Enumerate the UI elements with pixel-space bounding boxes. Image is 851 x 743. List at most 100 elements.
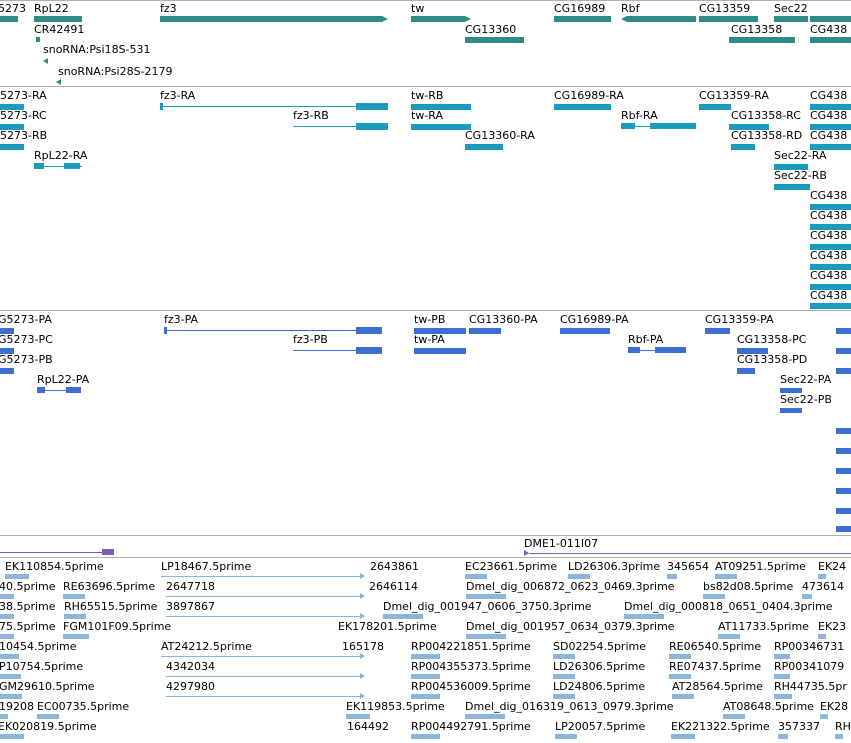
protein-exon[interactable] — [469, 328, 501, 334]
protein-exon[interactable] — [37, 387, 45, 393]
est-bar[interactable] — [703, 594, 726, 599]
protein-label[interactable]: CG13358-PC — [737, 333, 807, 346]
est-label[interactable]: SD02254.5prime — [553, 640, 646, 653]
protein-exon[interactable] — [836, 468, 851, 474]
clone-label[interactable]: DME1-011I07 — [524, 537, 599, 550]
gene-label[interactable]: tw — [411, 2, 425, 15]
gene-bar[interactable] — [465, 37, 524, 43]
protein-exon[interactable] — [705, 328, 730, 334]
protein-exon[interactable] — [414, 348, 466, 354]
transcript-label[interactable]: Sec22-RB — [774, 169, 827, 182]
est-label[interactable]: EC23661.5prime — [465, 560, 558, 573]
protein-label[interactable]: Rbf-PA — [628, 333, 664, 346]
est-bar[interactable] — [0, 734, 24, 739]
gene-bar[interactable] — [810, 37, 851, 43]
gene-label[interactable]: CG13358 — [731, 23, 783, 36]
est-bar[interactable] — [64, 614, 87, 619]
est-bar[interactable] — [0, 594, 15, 599]
transcript-exon[interactable] — [729, 124, 769, 130]
est-bar[interactable] — [466, 594, 506, 599]
transcript-exon[interactable] — [650, 123, 696, 129]
gene-bar[interactable] — [729, 37, 795, 43]
protein-label[interactable]: CG13359-PA — [705, 313, 774, 326]
transcript-bar[interactable] — [0, 124, 24, 130]
transcript-exon[interactable] — [356, 123, 388, 130]
est-label[interactable]: RH44735.5pr — [774, 680, 847, 693]
est-span-line[interactable] — [166, 616, 362, 617]
protein-exon[interactable] — [560, 328, 610, 334]
est-bar[interactable] — [411, 674, 440, 679]
est-bar[interactable] — [0, 634, 15, 639]
transcript-exon[interactable] — [810, 204, 851, 210]
gene-bar[interactable] — [810, 16, 851, 22]
est-label[interactable]: 345654 — [667, 560, 709, 573]
est-bar[interactable] — [0, 694, 23, 699]
est-label[interactable]: FGM101F09.5prime — [63, 620, 172, 633]
transcript-exon[interactable] — [810, 224, 851, 230]
est-label[interactable]: EK24 — [818, 560, 847, 573]
est-span-line[interactable] — [166, 696, 362, 697]
est-label[interactable]: 164492 — [347, 720, 389, 733]
est-bar[interactable] — [672, 694, 695, 699]
est-label[interactable]: 3897867 — [166, 600, 215, 613]
est-label[interactable]: EK23 — [818, 620, 847, 633]
est-span-line[interactable] — [166, 676, 362, 677]
protein-label[interactable]: CG13358-PD — [737, 353, 808, 366]
transcript-label[interactable]: CG13358-RC — [731, 109, 801, 122]
est-bar[interactable] — [718, 634, 741, 639]
protein-bar[interactable] — [0, 348, 14, 354]
protein-bar[interactable] — [0, 328, 14, 334]
gene-label[interactable]: Rbf — [621, 2, 640, 15]
est-label[interactable]: 165178 — [342, 640, 384, 653]
est-label[interactable]: 2643861 — [370, 560, 419, 573]
est-label[interactable]: LP18467.5prime — [161, 560, 252, 573]
transcript-label[interactable]: 5273-RC — [0, 109, 47, 122]
gene-bar[interactable] — [554, 16, 611, 22]
gene-label[interactable]: CG13360 — [465, 23, 517, 36]
protein-label[interactable]: RpL22-PA — [37, 373, 90, 386]
protein-exon[interactable] — [836, 328, 851, 334]
protein-label[interactable]: G5273-PB — [0, 353, 53, 366]
est-label[interactable]: AT24212.5prime — [161, 640, 252, 653]
clone-line[interactable] — [0, 552, 104, 553]
protein-exon[interactable] — [414, 328, 466, 334]
est-label[interactable]: LP20057.5prime — [555, 720, 646, 733]
transcript-label[interactable]: CG438 — [810, 229, 848, 242]
clone-end[interactable] — [102, 549, 114, 555]
est-label[interactable]: EK110854.5prime — [5, 560, 104, 573]
est-label[interactable]: EC00735.5prime — [37, 700, 130, 713]
est-label[interactable]: EK020819.5prime — [0, 720, 97, 733]
est-label[interactable]: LD24806.5prime — [553, 680, 646, 693]
transcript-label[interactable]: CG13358-RD — [731, 129, 803, 142]
est-bar[interactable] — [818, 574, 826, 579]
est-bar[interactable] — [466, 634, 506, 639]
est-bar[interactable] — [0, 654, 20, 659]
transcript-exon[interactable] — [810, 244, 851, 250]
transcript-label[interactable]: CG438 — [810, 249, 848, 262]
transcript-exon[interactable] — [810, 104, 851, 110]
transcript-exon[interactable] — [774, 164, 808, 170]
transcript-exon[interactable] — [810, 264, 851, 270]
est-bar[interactable] — [778, 734, 788, 739]
est-label[interactable]: AT11733.5prime — [718, 620, 809, 633]
transcript-label[interactable]: CG438 — [810, 129, 848, 142]
est-label[interactable]: 357337 — [778, 720, 820, 733]
est-bar[interactable] — [5, 574, 29, 579]
protein-label[interactable]: G5273-PC — [0, 333, 53, 346]
protein-exon[interactable] — [780, 388, 802, 393]
est-label[interactable]: EK221322.5prime — [671, 720, 770, 733]
transcript-exon[interactable] — [810, 303, 851, 309]
est-label[interactable]: AT09251.5prime — [715, 560, 806, 573]
transcript-label[interactable]: fz3-RA — [160, 89, 196, 102]
transcript-label[interactable]: CG438 — [810, 89, 848, 102]
gene-bar[interactable] — [0, 16, 18, 22]
transcript-exon[interactable] — [160, 103, 163, 110]
est-label[interactable]: RP00341079 — [774, 660, 845, 673]
protein-exon[interactable] — [628, 347, 640, 353]
protein-label[interactable]: G5273-PA — [0, 313, 52, 326]
est-label[interactable]: Dmel_dig_001957_0634_0379.3prime — [466, 620, 675, 633]
transcript-label[interactable]: CG438 — [810, 109, 848, 122]
est-label[interactable]: Dmel_dig_000818_0651_0404.3prime — [624, 600, 833, 613]
transcript-label[interactable]: CG16989-RA — [554, 89, 624, 102]
protein-exon[interactable] — [836, 428, 851, 434]
